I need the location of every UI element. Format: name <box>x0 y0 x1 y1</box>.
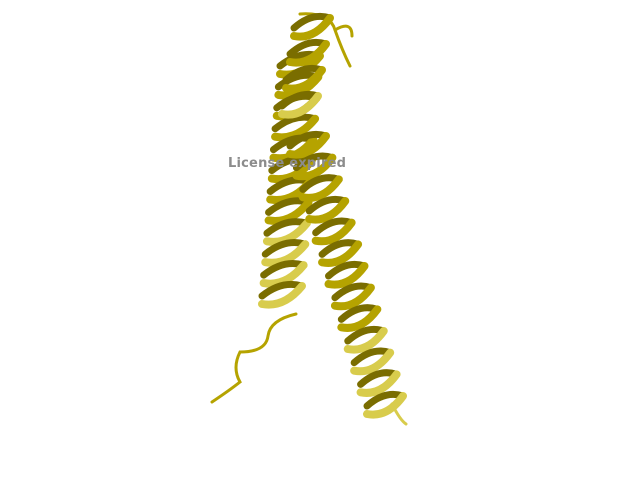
helix-turn-front <box>318 240 363 267</box>
helix-turn-front <box>324 262 369 289</box>
helix-turn-front <box>290 14 334 41</box>
helix-turn-front <box>262 219 311 246</box>
helix-turn-front <box>343 327 388 354</box>
helix-turn-front <box>356 370 401 397</box>
top-helix <box>278 12 334 119</box>
helix-turn-front <box>337 305 382 332</box>
helix-turn-front <box>350 348 395 376</box>
helix-turn-front <box>258 282 306 309</box>
helix-turn-front <box>278 92 322 119</box>
helix-turn-front <box>311 218 356 246</box>
helix-turn-front <box>292 153 337 181</box>
helix-turn-front <box>261 240 310 267</box>
helix-turn-front <box>305 197 350 224</box>
helix-turn-front <box>298 175 343 202</box>
helix-turn-front <box>271 114 320 142</box>
helix-turn-front <box>363 392 407 419</box>
helix-turn-front <box>282 66 326 93</box>
left-tail-coil <box>210 312 298 404</box>
helix-turn-front <box>259 261 308 288</box>
helix-turn-front <box>264 198 313 225</box>
helix-ribbon-group <box>210 12 408 426</box>
helix-turn-front <box>286 40 330 67</box>
helix-turn-front <box>330 283 375 311</box>
right-helix <box>286 130 407 419</box>
helix-turn-front <box>286 132 330 159</box>
license-expired-watermark: License expired <box>228 156 347 171</box>
right-tail-coil <box>390 402 408 426</box>
